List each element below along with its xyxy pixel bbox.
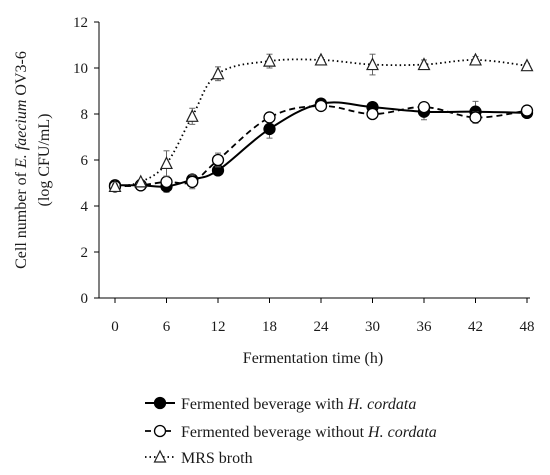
data-point-without [211, 153, 225, 167]
legend-label-italic: H. cordata [347, 396, 417, 413]
legend-label-text: Fermented beverage without [181, 424, 368, 441]
y-tick-label: 0 [81, 291, 89, 307]
data-point-without [469, 111, 482, 124]
data-point-without [186, 175, 199, 189]
series-line-with [114, 101, 528, 188]
series-line-mrs [114, 58, 528, 188]
data-point-mrs [417, 57, 431, 71]
data-point-mrs [211, 66, 225, 80]
y-axis-label-suffix: OV3-6 [13, 51, 30, 99]
data-point-mrs [134, 174, 148, 188]
data-point-mrs [263, 53, 276, 67]
data-point-without [366, 107, 379, 121]
series-line-without [114, 105, 528, 188]
y-tick-label: 10 [73, 61, 88, 77]
legend-marker [153, 449, 167, 463]
legend-label-text: MRS broth [181, 450, 253, 467]
data-point-without [520, 104, 534, 117]
legend-item-with: Fermented beverage with H. cordata [145, 396, 416, 413]
legend-label: MRS broth [181, 450, 253, 467]
data-point-mrs [314, 52, 328, 66]
y-tick-label: 6 [81, 153, 89, 169]
legend-item-mrs: MRS broth [145, 449, 253, 467]
legend-item-without: Fermented beverage without H. cordata [145, 424, 437, 441]
x-tick-label: 6 [163, 319, 171, 335]
y-tick-label: 4 [81, 199, 89, 215]
x-tick-label: 0 [111, 319, 119, 335]
y-axis-label-italic: E. faecium [13, 100, 30, 169]
data-point-without [417, 100, 431, 114]
series-mrs [108, 52, 534, 193]
data-point-mrs [108, 179, 122, 193]
series-without [108, 99, 534, 193]
legend: Fermented beverage with H. cordataFermen… [145, 396, 437, 467]
x-tick-label: 36 [417, 319, 433, 335]
y-axis-label-line2: (log CFU/mL) [36, 114, 53, 207]
legend-label: Fermented beverage without H. cordata [181, 424, 437, 441]
y-axis-ticks: 0 2 4 6 8 10 12 [73, 15, 99, 307]
data-point-mrs [520, 58, 534, 72]
x-tick-label: 42 [468, 319, 483, 335]
x-axis-label: Fermentation time (h) [243, 350, 383, 367]
x-tick-label: 18 [262, 319, 277, 335]
data-point-without [314, 99, 328, 113]
data-point-without [263, 111, 276, 124]
legend-label-text: Fermented beverage with [181, 396, 348, 413]
data-point-with [263, 122, 276, 136]
x-tick-label: 24 [314, 319, 330, 335]
x-tick-label: 30 [365, 319, 380, 335]
data-point-mrs [469, 52, 482, 66]
legend-label: Fermented beverage with H. cordata [181, 396, 416, 413]
series-with [108, 97, 534, 193]
legend-marker [153, 424, 167, 438]
data-point-mrs [160, 156, 173, 170]
x-tick-label: 48 [520, 319, 535, 335]
x-tick-label: 12 [211, 319, 226, 335]
axes [98, 22, 530, 299]
y-tick-label: 12 [73, 15, 88, 31]
legend-label-italic: H. cordata [367, 424, 437, 441]
y-tick-label: 2 [81, 245, 89, 261]
y-tick-label: 8 [81, 107, 89, 123]
y-axis-label-line1: Cell number of E. faecium OV3-6 [13, 51, 30, 269]
data-point-without [160, 175, 173, 189]
y-axis-label-prefix: Cell number of [13, 168, 30, 269]
data-point-mrs [185, 108, 199, 122]
data-point-mrs [366, 57, 379, 71]
series-layer [108, 52, 534, 193]
legend-marker [153, 396, 167, 410]
x-axis-ticks: 0 6 12 18 24 30 36 42 48 [111, 298, 535, 335]
